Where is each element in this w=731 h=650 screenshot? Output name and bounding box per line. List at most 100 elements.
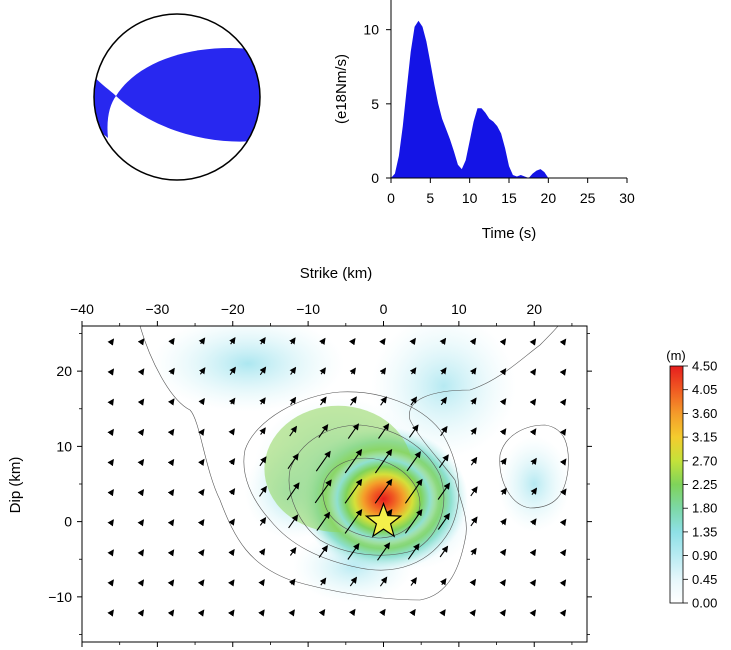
slip-vector-arrow	[198, 367, 206, 375]
slip-vector-arrow	[344, 448, 363, 474]
slip-vector-arrow	[319, 367, 326, 375]
slip-vector-arrow	[559, 579, 567, 587]
source-time-function-chart: 0 5 10 15 20 25 30 0 5 10 Time (s) (e18Nm/s)	[333, 0, 635, 242]
beachball-outline	[93, 13, 261, 181]
slip-vector-arrow	[529, 368, 537, 376]
slip-distribution-map: −40 −30 −20 −10 0 10 20 −10 0 10 20 Strike (km) D…	[7, 265, 592, 647]
slip-vector-arrow	[137, 488, 145, 497]
slip-vector-arrow	[319, 577, 327, 586]
stf-x-tick-label: 10	[462, 190, 478, 206]
slip-vector-arrow	[529, 338, 537, 346]
slip-vector-arrow	[500, 518, 507, 526]
slip-vector-arrow	[469, 578, 477, 587]
slip-vector-arrow	[529, 579, 537, 587]
slip-y-tick-label: 10	[56, 438, 72, 454]
slip-vector-arrow	[469, 609, 476, 617]
slip-vector-arrow	[289, 396, 297, 406]
slip-vector-arrow	[404, 478, 423, 504]
slip-x-tick-label: 10	[451, 301, 467, 317]
focal-mechanism-beachball	[93, 13, 261, 181]
stf-y-tick-label: 5	[371, 96, 379, 112]
stf-x-tick-label: 15	[501, 190, 517, 206]
slip-vector-arrow	[439, 578, 447, 586]
slip-vector-arrow	[470, 486, 478, 497]
slip-vector-arrow	[318, 545, 328, 558]
slip-vector-arrow	[107, 338, 115, 346]
slip-vector-arrow	[408, 424, 419, 438]
slip-vector-arrow	[289, 425, 298, 437]
slip-vector-arrow	[287, 453, 299, 470]
slip-vector-arrow	[286, 482, 300, 501]
slip-vector-arrow	[470, 547, 477, 556]
slip-vector-arrow	[529, 398, 537, 406]
slip-vector-arrow	[470, 456, 478, 466]
contour-peak	[322, 457, 421, 539]
slip-vector-arrow	[438, 454, 449, 469]
slip-x-tick-label: −40	[70, 301, 94, 317]
slip-vector-arrow	[137, 549, 145, 557]
colorbar-tick-label: 3.60	[692, 406, 717, 421]
slip-vector-arrow	[167, 458, 175, 467]
colorbar-tick-label: 0.00	[692, 596, 717, 611]
slip-vector-arrow	[168, 337, 175, 346]
slip-vector-arrow	[379, 576, 388, 587]
slip-x-tick-label: 0	[380, 301, 388, 317]
colorbar-tick-label: 3.15	[692, 430, 717, 445]
slip-vector-arrow	[499, 428, 507, 436]
slip-vector-arrow	[437, 512, 450, 530]
slip-vector-arrow	[137, 398, 145, 406]
slip-vector-arrow	[559, 368, 567, 376]
slip-vector-arrow	[349, 367, 356, 375]
stf-x-tick-label: 5	[426, 190, 434, 206]
slip-vector-arrow	[529, 548, 537, 557]
slip-vector-arrow	[499, 338, 507, 346]
slip-vector-arrow	[228, 428, 235, 436]
slip-vector-arrow	[316, 511, 331, 531]
slip-vector-arrow	[198, 428, 205, 436]
slip-vector-arrow	[499, 398, 507, 406]
slip-vector-arrow	[289, 337, 296, 345]
slip-vector-arrow	[288, 578, 296, 586]
slip-vector-arrow	[107, 609, 114, 617]
slip-patch	[151, 326, 345, 412]
slip-vector-arrow	[440, 367, 447, 375]
slip-vector-arrow	[198, 458, 205, 466]
slip-patch	[498, 435, 571, 533]
slip-vector-arrow	[288, 609, 295, 617]
slip-vector-arrow	[168, 367, 175, 376]
slip-vector-arrow	[288, 514, 299, 529]
slip-y-tick-label: 0	[64, 514, 72, 530]
slip-vector-arrow	[107, 398, 114, 406]
slip-vector-arrow	[470, 516, 478, 527]
slip-vector-arrow	[499, 548, 507, 556]
slip-vector-arrow	[137, 368, 145, 376]
slip-vector-arrow	[198, 488, 205, 497]
slip-vector-arrow	[228, 458, 236, 466]
slip-y-tick-label: 20	[56, 363, 72, 379]
slip-vector-arrow	[228, 488, 236, 496]
colorbar-unit: (m)	[666, 348, 686, 363]
colorbar-tick-label: 4.05	[692, 382, 717, 397]
stf-y-tick-label: 10	[363, 22, 379, 38]
slip-vector-arrow	[107, 488, 114, 497]
slip-vector-arrow	[530, 487, 538, 496]
slip-vector-arrow	[378, 423, 390, 439]
slip-vector-arrow	[228, 397, 236, 405]
slip-x-tick-label: −20	[221, 301, 245, 317]
slip-vector-arrow	[259, 397, 266, 405]
slip-vector-arrow	[259, 516, 267, 526]
slip-vector-arrow	[559, 338, 567, 346]
slip-vector-arrow	[228, 609, 235, 617]
colorbar-tick-label: 2.70	[692, 453, 717, 468]
slip-vector-arrow	[344, 508, 363, 534]
slip-vector-arrow	[137, 519, 145, 527]
slip-vector-arrow	[406, 451, 421, 472]
slip-vector-arrow	[409, 608, 416, 617]
slip-vector-arrow	[380, 396, 387, 406]
slip-vector-arrow	[229, 366, 236, 376]
slip-vector-arrow	[107, 549, 114, 557]
slip-vector-arrow	[529, 609, 537, 617]
slip-vector-arrow	[349, 338, 356, 346]
slip-vector-arrow	[107, 428, 114, 437]
